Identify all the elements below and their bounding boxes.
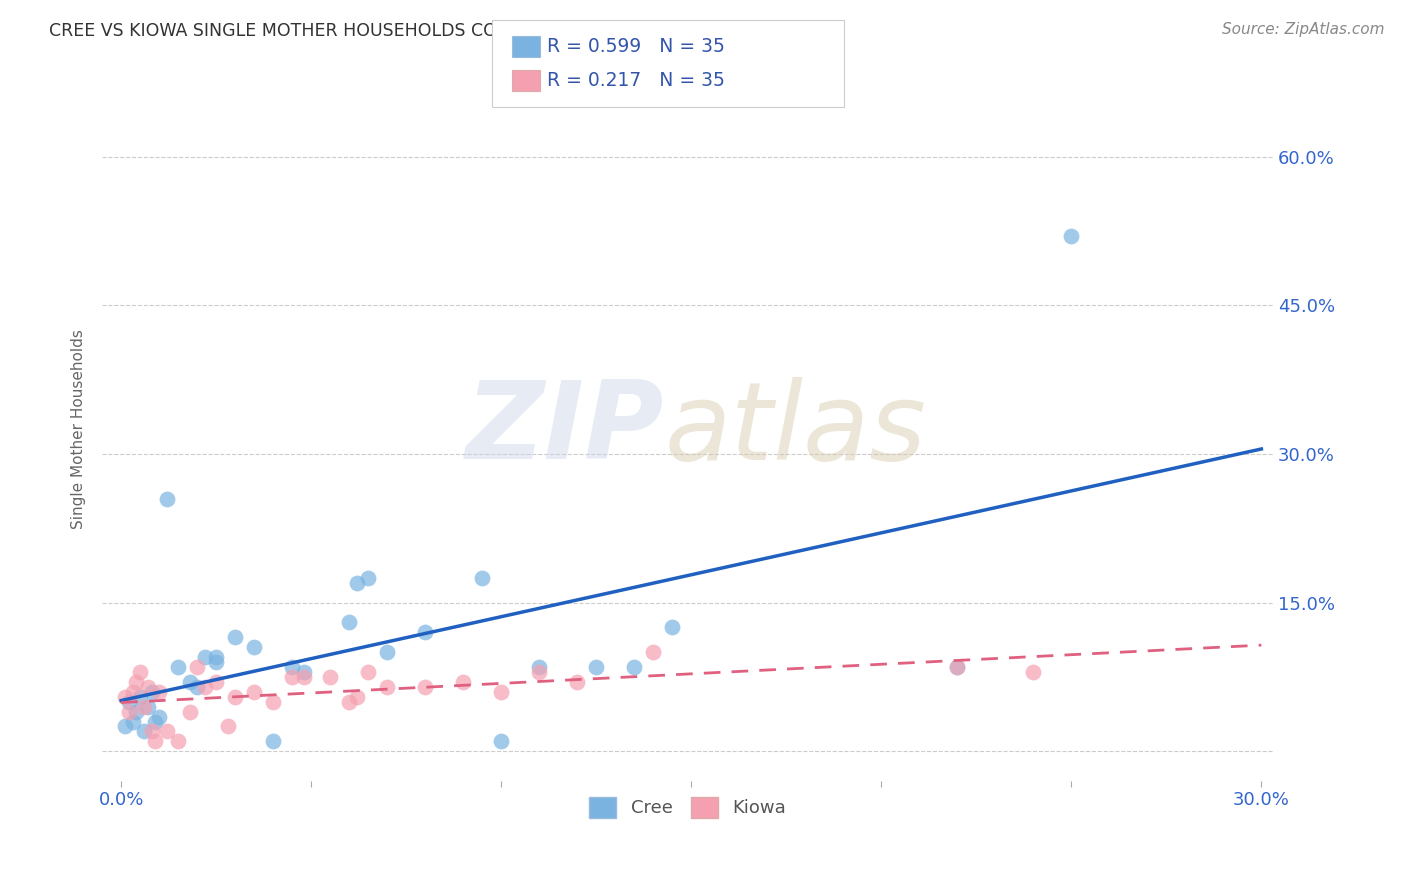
Point: [167, 734, 190, 748]
Point: [121, 714, 143, 729]
Point: [375, 645, 398, 659]
Text: Source: ZipAtlas.com: Source: ZipAtlas.com: [1222, 22, 1385, 37]
Point: [585, 660, 607, 674]
Text: CREE VS KIOWA SINGLE MOTHER HOUSEHOLDS CORRELATION CHART: CREE VS KIOWA SINGLE MOTHER HOUSEHOLDS C…: [49, 22, 659, 40]
Point: [224, 690, 246, 704]
Point: [186, 680, 208, 694]
Point: [118, 705, 141, 719]
Point: [529, 665, 551, 679]
Point: [262, 734, 284, 748]
Text: ZIP: ZIP: [465, 376, 664, 483]
Point: [141, 724, 163, 739]
Point: [661, 620, 683, 634]
Point: [145, 714, 167, 729]
Point: [375, 680, 398, 694]
Point: [946, 660, 969, 674]
Point: [346, 690, 368, 704]
Point: [194, 680, 217, 694]
Text: R = 0.599   N = 35: R = 0.599 N = 35: [547, 37, 725, 56]
Point: [413, 680, 436, 694]
Point: [623, 660, 645, 674]
Point: [946, 660, 969, 674]
Point: [337, 695, 360, 709]
Point: [125, 705, 148, 719]
Y-axis label: Single Mother Households: Single Mother Households: [72, 329, 86, 529]
Point: [319, 670, 342, 684]
Point: [643, 645, 665, 659]
Point: [292, 670, 315, 684]
Point: [346, 575, 368, 590]
Point: [118, 695, 141, 709]
Point: [186, 660, 208, 674]
Point: [132, 724, 155, 739]
Point: [148, 685, 170, 699]
Point: [125, 674, 148, 689]
Point: [471, 571, 494, 585]
Point: [205, 655, 228, 669]
Point: [243, 685, 266, 699]
Point: [281, 670, 304, 684]
Text: R = 0.217   N = 35: R = 0.217 N = 35: [547, 70, 725, 90]
Point: [141, 685, 163, 699]
Point: [1022, 665, 1045, 679]
Point: [357, 665, 380, 679]
Point: [1060, 229, 1083, 244]
Point: [148, 709, 170, 723]
Point: [567, 674, 589, 689]
Point: [205, 650, 228, 665]
Point: [451, 674, 474, 689]
Point: [129, 690, 152, 704]
Point: [413, 625, 436, 640]
Point: [217, 719, 239, 733]
Point: [132, 699, 155, 714]
Point: [167, 660, 190, 674]
Point: [337, 615, 360, 630]
Point: [145, 734, 167, 748]
Point: [491, 685, 513, 699]
Point: [156, 491, 179, 506]
Point: [114, 719, 136, 733]
Point: [179, 705, 201, 719]
Point: [243, 640, 266, 655]
Point: [194, 650, 217, 665]
Point: [136, 680, 159, 694]
Point: [205, 674, 228, 689]
Point: [224, 630, 246, 644]
Legend: Cree, Kiowa: Cree, Kiowa: [582, 789, 793, 825]
Point: [121, 685, 143, 699]
Point: [136, 699, 159, 714]
Point: [129, 665, 152, 679]
Point: [491, 734, 513, 748]
Point: [357, 571, 380, 585]
Point: [179, 674, 201, 689]
Point: [156, 724, 179, 739]
Point: [281, 660, 304, 674]
Point: [292, 665, 315, 679]
Point: [114, 690, 136, 704]
Point: [529, 660, 551, 674]
Text: atlas: atlas: [664, 376, 927, 482]
Point: [262, 695, 284, 709]
